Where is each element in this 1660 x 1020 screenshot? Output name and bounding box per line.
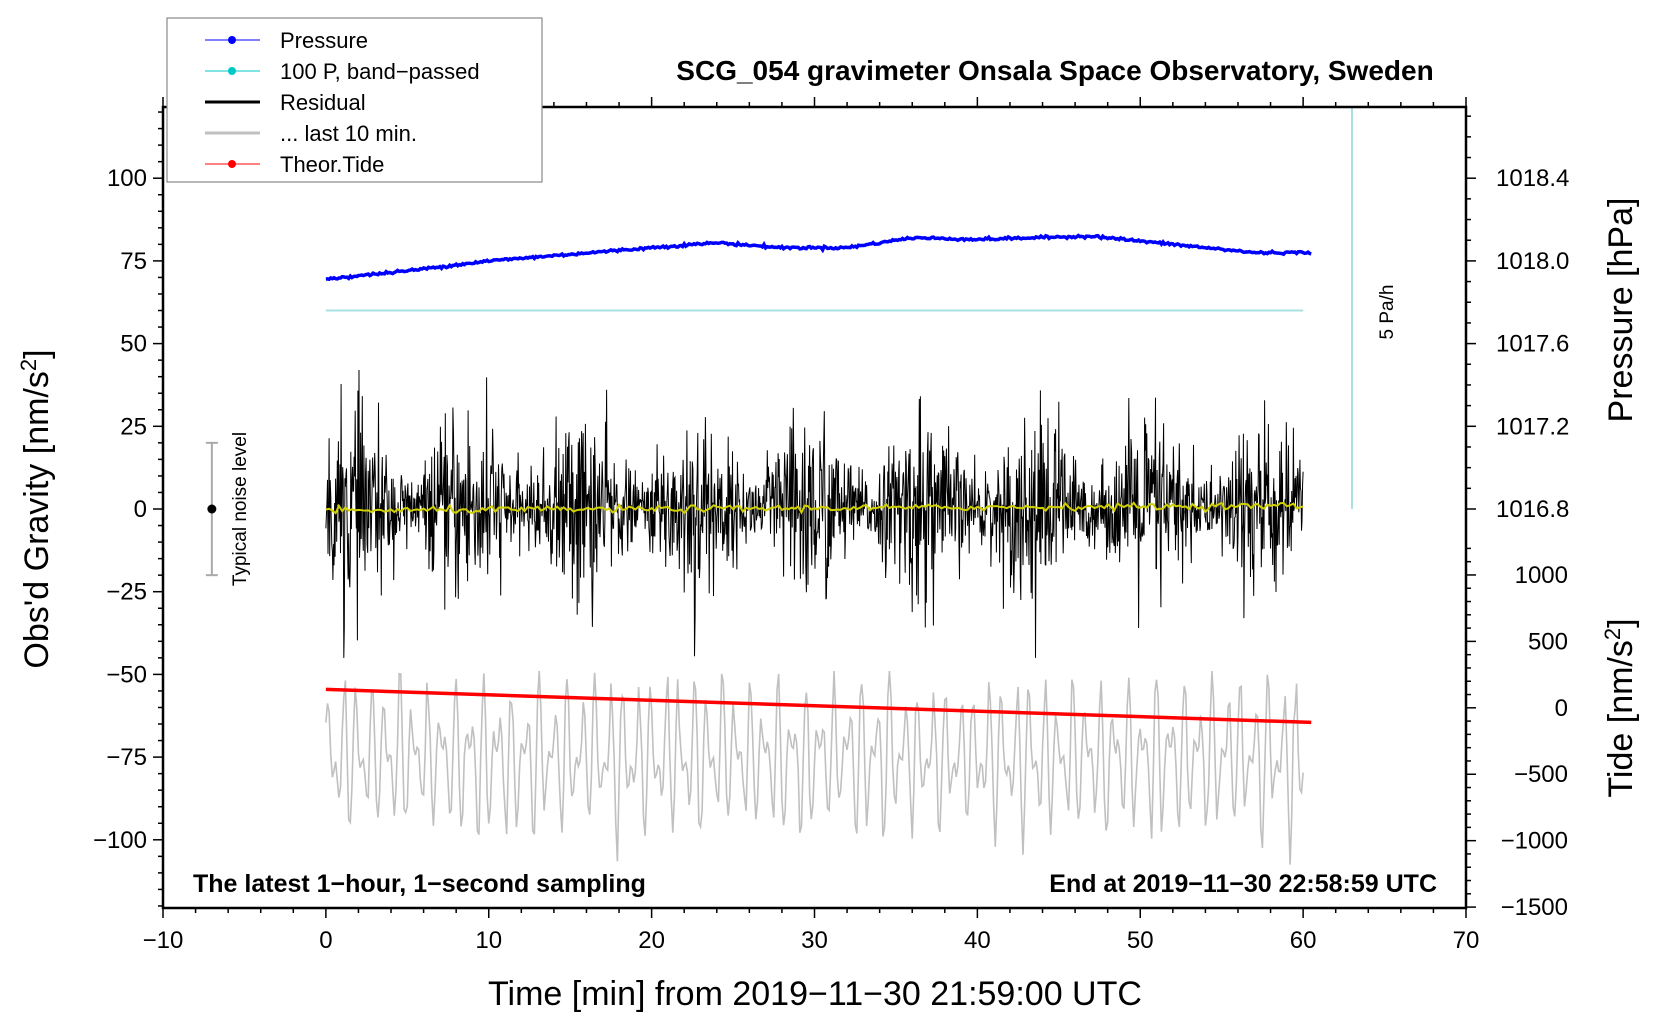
pressure-tick-label: 1017.2 bbox=[1496, 413, 1569, 440]
tide-tick-label: −1500 bbox=[1501, 894, 1568, 921]
tide-tick-label: 1000 bbox=[1515, 562, 1568, 589]
y-tick-label: −100 bbox=[93, 827, 147, 854]
x-axis-label: Time [min] from 2019−11−30 21:59:00 UTC bbox=[488, 975, 1142, 1013]
tide-tick-label: −1000 bbox=[1501, 828, 1568, 855]
legend: Pressure 100 P, band−passed Residual ... la… bbox=[166, 17, 543, 183]
y-tick-label: 0 bbox=[134, 496, 147, 523]
rate-label: 5 Pa/h bbox=[1377, 285, 1398, 340]
chart-marks bbox=[205, 107, 1353, 865]
legend-swatch-marker bbox=[228, 160, 236, 168]
plot-frame bbox=[161, 105, 1468, 910]
pressure-tick-label: 1018.0 bbox=[1496, 248, 1569, 275]
y-tick-label: 25 bbox=[120, 413, 147, 440]
bandpassed-line bbox=[325, 501, 1304, 515]
legend-label: 100 P, band−passed bbox=[280, 59, 480, 84]
y-tick-label: −50 bbox=[106, 661, 147, 688]
x-tick-label: 20 bbox=[638, 927, 665, 954]
pressure-tick-label: 1016.8 bbox=[1496, 496, 1569, 523]
tide-tick-label: 0 bbox=[1555, 695, 1568, 722]
x-tick-label: 40 bbox=[964, 927, 991, 954]
x-tick-label: −10 bbox=[143, 927, 184, 954]
y-axis-label-left: Obs'd Gravity [nm/s2] bbox=[16, 349, 56, 668]
x-tick-label: 70 bbox=[1453, 927, 1480, 954]
annotation-left: The latest 1−hour, 1−second sampling bbox=[193, 870, 646, 898]
tide-tick-label: −500 bbox=[1514, 761, 1568, 788]
pressure-tick-label: 1017.6 bbox=[1496, 331, 1569, 358]
x-tick-label: 50 bbox=[1127, 927, 1154, 954]
residual-line bbox=[325, 369, 1304, 658]
x-tick-label: 10 bbox=[475, 927, 502, 954]
chart-title: SCG_054 gravimeter Onsala Space Observat… bbox=[676, 55, 1433, 86]
y-axis-label-tide: Tide [nm/s2] bbox=[1600, 618, 1640, 797]
legend-label: Theor.Tide bbox=[280, 152, 384, 177]
tide-tick-label: 500 bbox=[1528, 628, 1568, 655]
legend-label: Pressure bbox=[280, 28, 368, 53]
legend-label: Residual bbox=[280, 90, 366, 115]
x-tick-label: 30 bbox=[801, 927, 828, 954]
legend-swatch-marker bbox=[228, 67, 236, 75]
y-tick-label: 75 bbox=[120, 248, 147, 275]
y-tick-label: 50 bbox=[120, 331, 147, 358]
pressure-tick-label: 1018.4 bbox=[1496, 165, 1569, 192]
y-tick-label: 100 bbox=[107, 165, 147, 192]
x-tick-label: 60 bbox=[1290, 927, 1317, 954]
legend-label: ... last 10 min. bbox=[280, 121, 417, 146]
y-axis-label-pressure: Pressure [hPa] bbox=[1602, 198, 1640, 423]
legend-box bbox=[166, 17, 543, 183]
x-tick-label: 0 bbox=[319, 927, 332, 954]
y-tick-label: −25 bbox=[106, 579, 147, 606]
tide-line bbox=[325, 687, 1312, 725]
noise-bar-dot bbox=[207, 504, 217, 514]
noise-bar-label: Typical noise level bbox=[230, 432, 251, 586]
y-tick-label: −75 bbox=[106, 744, 147, 771]
last-10-min-line bbox=[325, 671, 1304, 865]
legend-swatch-marker bbox=[228, 36, 236, 44]
pressure-line bbox=[325, 233, 1312, 282]
annotation-right: End at 2019−11−30 22:58:59 UTC bbox=[1049, 870, 1437, 898]
